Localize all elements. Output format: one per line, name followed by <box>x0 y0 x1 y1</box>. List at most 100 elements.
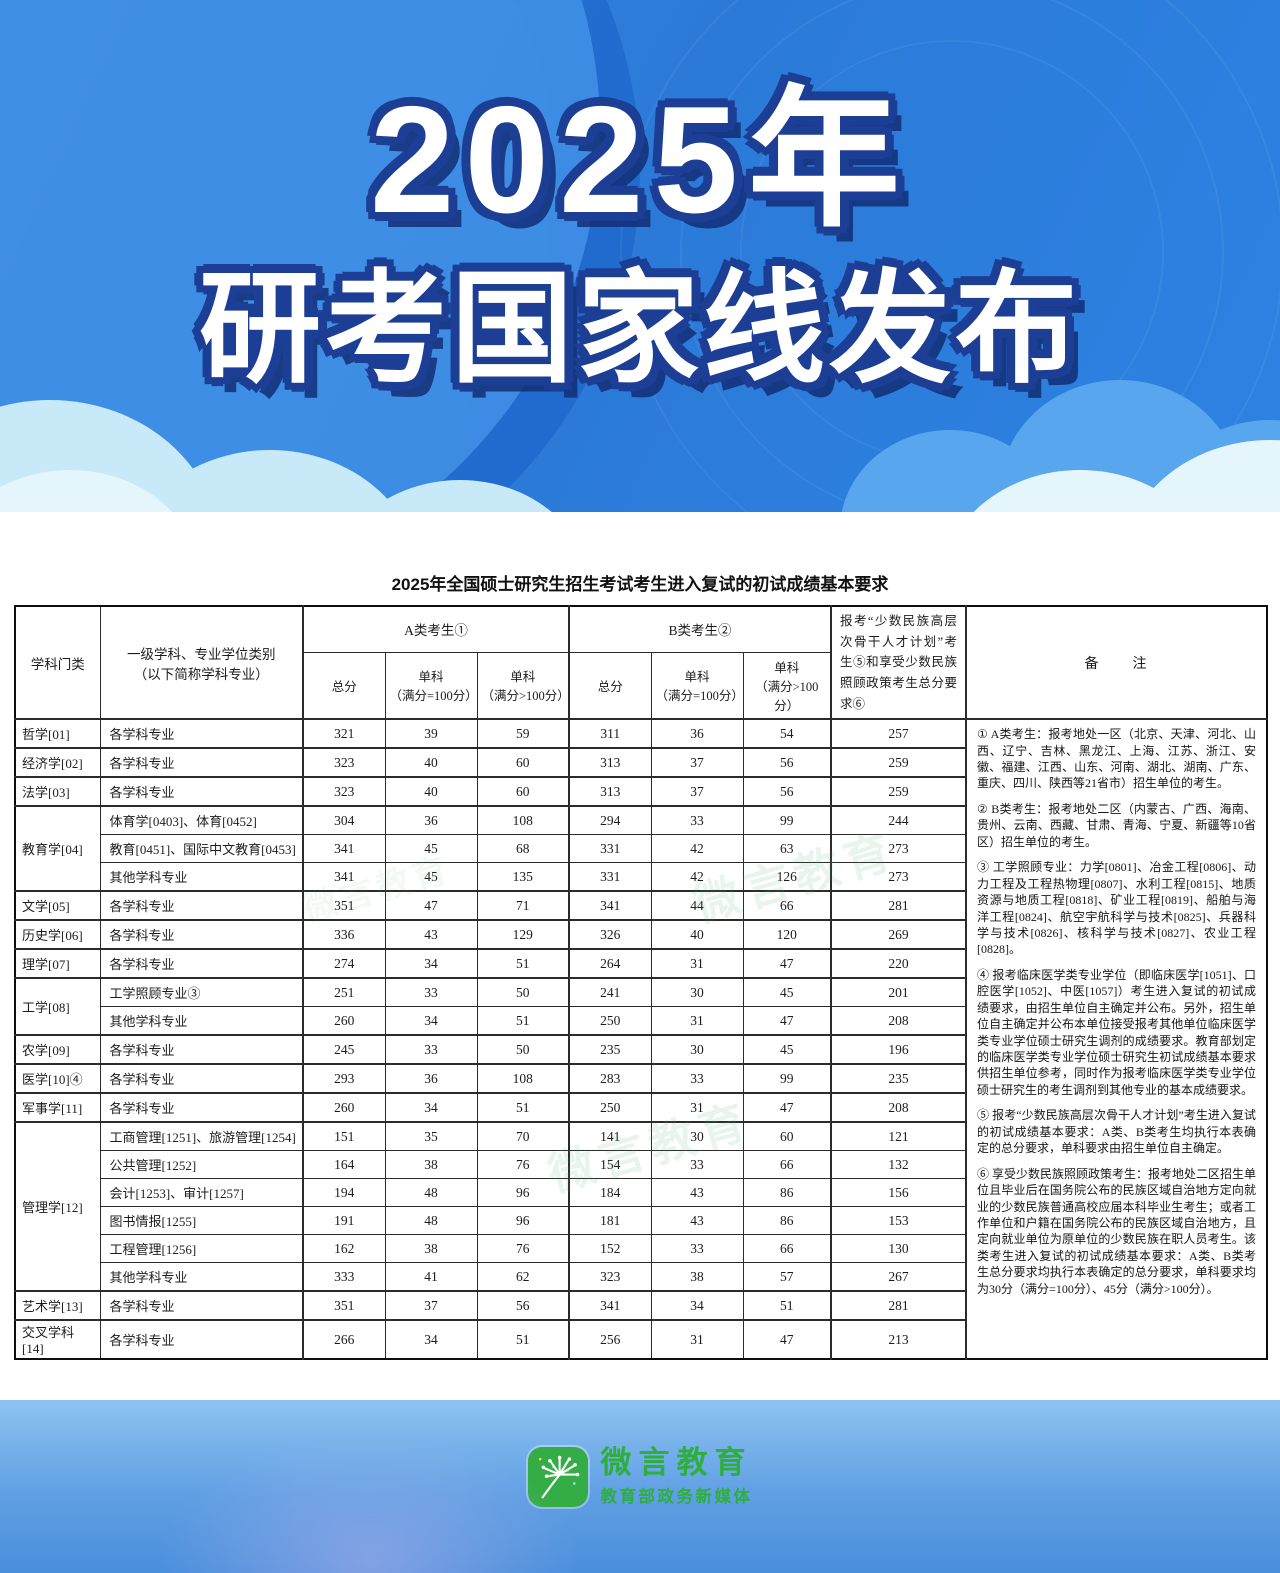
remarks-cell: ① A类考生：报考地处一区（北京、天津、河北、山西、辽宁、吉林、黑龙江、上海、江… <box>965 718 1268 1360</box>
b-score-cell: 235 <box>568 1034 652 1065</box>
a-score-cell: 260 <box>302 1092 386 1123</box>
b-score-cell: 341 <box>568 890 652 921</box>
table-title: 2025年全国硕士研究生招生考试考生进入复试的初试成绩基本要求 <box>391 575 889 594</box>
a-score-cell: 41 <box>384 1262 478 1292</box>
a-score-cell: 39 <box>384 718 478 749</box>
b-score-cell: 44 <box>650 890 744 921</box>
a-score-cell: 34 <box>384 1092 478 1123</box>
footer-logo: 微言教育 教育部政务新媒体 <box>0 1445 1280 1507</box>
header-a-single-100: 单科 （满分=100分） <box>384 651 478 721</box>
b-score-cell: 184 <box>568 1178 652 1208</box>
b-score-cell: 311 <box>568 718 652 749</box>
dandelion-icon <box>538 1455 579 1498</box>
a-score-cell: 129 <box>476 919 570 950</box>
minority-score-cell: 130 <box>830 1234 967 1264</box>
logo-title: 微言教育 <box>600 1445 753 1480</box>
header-a-single-gt100: 单科 （满分>100分） <box>476 651 570 721</box>
minority-score-cell: 259 <box>830 747 967 778</box>
a-score-cell: 48 <box>384 1178 478 1208</box>
b-score-cell: 63 <box>742 834 832 864</box>
minority-score-cell: 208 <box>830 1092 967 1123</box>
a-score-cell: 34 <box>384 1006 478 1036</box>
minority-score-cell: 257 <box>830 718 967 749</box>
b-score-cell: 326 <box>568 919 652 950</box>
specialty-cell: 各学科专业 <box>99 919 304 950</box>
category-cell: 经济学[02] <box>14 747 101 778</box>
minority-score-cell: 281 <box>830 1290 967 1321</box>
a-score-cell: 43 <box>384 919 478 950</box>
a-score-cell: 191 <box>302 1206 386 1236</box>
minority-score-cell: 213 <box>830 1319 967 1360</box>
banner-title-main: 研考国家线发布 <box>199 261 1081 397</box>
table-row: 理学[07] 各学科专业 274 34 51 264 31 47 220 <box>14 948 1267 979</box>
a-score-cell: 260 <box>302 1006 386 1036</box>
table-row: 哲学[01] 各学科专业 321 39 59 311 36 54 257 ① A类考生：报考地处一… <box>14 718 1268 1360</box>
a-score-cell: 60 <box>476 747 570 778</box>
minority-score-cell: 273 <box>830 834 967 864</box>
a-score-cell: 37 <box>384 1290 478 1321</box>
category-cell: 医学[10]④ <box>14 1063 101 1094</box>
specialty-cell: 公共管理[1252] <box>99 1150 304 1180</box>
b-score-cell: 341 <box>568 1290 652 1321</box>
specialty-cell: 其他学科专业 <box>99 1006 304 1036</box>
table-row: 医学[10]④ 各学科专业 293 36 108 283 33 99 235 <box>14 1063 1267 1094</box>
a-score-cell: 323 <box>302 747 386 778</box>
a-score-cell: 274 <box>302 948 386 979</box>
specialty-cell: 各学科专业 <box>99 1034 304 1065</box>
logo-subtitle: 教育部政务新媒体 <box>600 1488 753 1507</box>
a-score-cell: 51 <box>476 1006 570 1036</box>
a-score-cell: 50 <box>476 977 570 1008</box>
b-score-cell: 47 <box>742 1092 832 1123</box>
category-cell: 军事学[11] <box>14 1092 101 1123</box>
header-b-total: 总分 <box>568 651 652 721</box>
specialty-cell: 会计[1253]、审计[1257] <box>99 1178 304 1208</box>
a-score-cell: 251 <box>302 977 386 1008</box>
table-row: 工学[08] 工学照顾专业③ 251 33 50 241 30 45 201 <box>14 977 1267 1036</box>
category-cell: 管理学[12] <box>14 1121 101 1292</box>
minority-score-cell: 267 <box>830 1262 967 1292</box>
header-specialty: 一级学科、专业学位类别 （以下简称学科专业） <box>99 605 304 720</box>
specialty-cell: 各学科专业 <box>99 1290 304 1321</box>
header-b-single-gt100: 单科 （满分>100分） <box>742 651 832 721</box>
a-score-cell: 351 <box>302 1290 386 1321</box>
a-score-cell: 341 <box>302 862 386 892</box>
header-minority-plan: 报考“少数民族高层次骨干人才计划”考生⑤和享受少数民族照顾政策考生总分要求⑥ <box>830 605 967 720</box>
document-section: 2025年全国硕士研究生招生考试考生进入复试的初试成绩基本要求 学科门类 一级学… <box>0 512 1280 1400</box>
minority-score-cell: 153 <box>830 1206 967 1236</box>
table-row: 会计[1253]、审计[1257] 194 48 96 184 43 86 156 <box>15 1178 1267 1208</box>
a-score-cell: 51 <box>476 1092 570 1123</box>
b-score-cell: 86 <box>742 1206 832 1236</box>
b-score-cell: 33 <box>650 1063 744 1094</box>
b-score-cell: 141 <box>568 1121 652 1152</box>
specialty-cell: 各学科专业 <box>99 1092 304 1123</box>
b-score-cell: 30 <box>650 977 744 1008</box>
b-score-cell: 37 <box>650 747 744 778</box>
b-score-cell: 56 <box>742 776 832 807</box>
a-score-cell: 33 <box>384 977 478 1008</box>
a-score-cell: 45 <box>384 862 478 892</box>
category-cell: 农学[09] <box>14 1034 101 1065</box>
specialty-cell: 各学科专业 <box>99 747 304 778</box>
b-score-cell: 47 <box>742 948 832 979</box>
a-score-cell: 76 <box>476 1234 570 1264</box>
a-score-cell: 108 <box>476 1063 570 1094</box>
b-score-cell: 323 <box>568 1262 652 1292</box>
specialty-cell: 各学科专业 <box>99 948 304 979</box>
b-score-cell: 126 <box>742 862 832 892</box>
score-table-body: 哲学[01] 各学科专业 321 39 59 311 36 54 257 ① A类考生：报考地处一… <box>14 718 1268 1360</box>
b-score-cell: 31 <box>650 1319 744 1360</box>
specialty-cell: 各学科专业 <box>99 718 304 749</box>
a-score-cell: 68 <box>476 834 570 864</box>
minority-score-cell: 121 <box>830 1121 967 1152</box>
b-score-cell: 38 <box>650 1262 744 1292</box>
minority-score-cell: 281 <box>830 890 967 921</box>
b-score-cell: 33 <box>650 1234 744 1264</box>
minority-score-cell: 201 <box>830 977 967 1008</box>
a-score-cell: 59 <box>476 718 570 749</box>
a-score-cell: 70 <box>476 1121 570 1152</box>
b-score-cell: 154 <box>568 1150 652 1180</box>
a-score-cell: 162 <box>302 1234 386 1264</box>
minority-score-cell: 235 <box>830 1063 967 1094</box>
header-group-b: B类考生② <box>568 605 832 653</box>
b-score-cell: 256 <box>568 1319 652 1360</box>
